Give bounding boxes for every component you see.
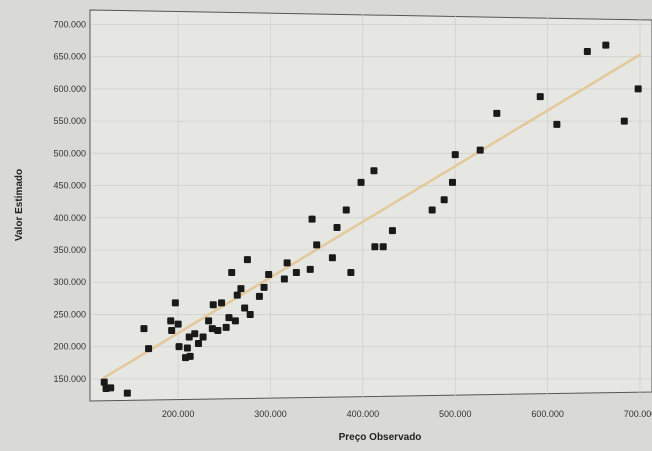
- data-point: [145, 345, 153, 353]
- data-point: [347, 269, 355, 277]
- data-point: [388, 227, 396, 235]
- data-point: [342, 206, 350, 214]
- y-tick-label: 500.000: [53, 148, 86, 158]
- data-point: [231, 317, 239, 325]
- x-tick-label: 500.000: [439, 409, 472, 419]
- x-tick-labels: 200.000 300.000 400.000 500.000 600.000 700.0…: [162, 409, 652, 419]
- data-point: [448, 178, 456, 186]
- data-point: [379, 243, 387, 251]
- plot-area: [89, 9, 652, 402]
- data-point: [174, 320, 182, 328]
- y-tick-label: 350.000: [53, 245, 86, 255]
- data-point: [328, 254, 336, 262]
- data-point: [209, 301, 217, 309]
- data-point: [208, 325, 216, 333]
- data-point: [306, 265, 314, 273]
- data-point: [186, 352, 194, 360]
- y-tick-label: 250.000: [53, 309, 86, 319]
- trendline: [102, 53, 642, 379]
- data-point: [194, 339, 202, 347]
- data-point: [428, 206, 436, 214]
- data-point: [246, 310, 254, 318]
- data-point: [183, 344, 191, 352]
- y-tick-label: 700.000: [53, 19, 86, 29]
- x-tick-label: 200.000: [162, 409, 195, 419]
- data-point: [205, 317, 213, 325]
- data-point: [225, 314, 233, 322]
- data-point: [168, 327, 176, 335]
- y-tick-label: 400.000: [53, 213, 86, 223]
- data-point: [100, 378, 108, 386]
- data-point: [357, 178, 365, 186]
- y-axis-label: Valor Estimado: [14, 169, 25, 241]
- data-point: [167, 317, 175, 325]
- data-point: [371, 243, 379, 251]
- data-point: [451, 151, 459, 159]
- y-tick-label: 200.000: [53, 342, 86, 352]
- data-point: [370, 167, 378, 175]
- data-point: [583, 48, 591, 56]
- data-point: [255, 292, 263, 300]
- data-point: [214, 327, 222, 335]
- data-point: [191, 330, 199, 338]
- data-point: [107, 384, 115, 392]
- y-tick-label: 300.000: [53, 277, 86, 287]
- data-point: [602, 41, 610, 49]
- x-axis-label: Preço Observado: [339, 432, 422, 443]
- data-point: [175, 343, 183, 351]
- data-point: [228, 269, 236, 277]
- y-tick-label: 550.000: [53, 116, 86, 126]
- data-point: [634, 85, 642, 93]
- data-points: [100, 41, 642, 397]
- data-point: [233, 291, 241, 299]
- data-point: [123, 389, 131, 397]
- data-point: [241, 304, 249, 312]
- data-point: [313, 241, 321, 249]
- data-point: [265, 270, 273, 278]
- data-point: [237, 285, 245, 293]
- data-point: [171, 299, 179, 307]
- data-point: [620, 117, 628, 125]
- y-tick-label: 450.000: [53, 181, 86, 191]
- y-tick-label: 650.000: [53, 52, 86, 62]
- data-point: [222, 323, 230, 331]
- y-tick-label: 150.000: [53, 374, 86, 384]
- data-point: [333, 223, 341, 231]
- data-point: [185, 333, 193, 341]
- data-point: [493, 109, 501, 117]
- x-tick-label: 300.000: [254, 409, 287, 419]
- data-point: [218, 299, 226, 307]
- y-tick-label: 600.000: [53, 84, 86, 94]
- x-tick-label: 700.000: [624, 409, 652, 419]
- data-point: [199, 333, 207, 341]
- data-point: [283, 259, 291, 267]
- data-point: [243, 256, 251, 264]
- data-point: [292, 269, 300, 277]
- x-tick-label: 400.000: [347, 409, 380, 419]
- data-point: [553, 120, 561, 128]
- data-point: [440, 196, 448, 204]
- data-point: [308, 215, 316, 223]
- data-point: [536, 93, 544, 101]
- x-tick-label: 600.000: [531, 409, 564, 419]
- data-point: [140, 325, 148, 333]
- data-point: [476, 146, 484, 154]
- y-tick-labels: 150.000 200.000 250.000 300.000 350.000 400.0…: [53, 19, 86, 383]
- data-point: [260, 283, 268, 291]
- data-point: [280, 275, 288, 283]
